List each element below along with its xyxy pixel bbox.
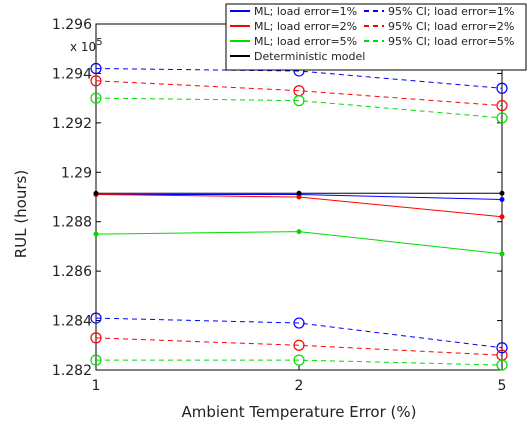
data-point — [90, 354, 102, 366]
series-9 — [93, 190, 505, 196]
y-tick-label: 1.296 — [52, 17, 92, 33]
x-axis-label: Ambient Temperature Error (%) — [181, 403, 416, 421]
data-point — [90, 332, 102, 344]
data-point — [499, 214, 505, 220]
legend-label: ML; load error=5% — [254, 35, 357, 48]
data-point — [90, 62, 102, 75]
series-8 — [90, 354, 508, 371]
legend-entry: ML; load error=5% — [230, 35, 357, 48]
data-point — [293, 339, 305, 351]
data-point — [496, 342, 508, 354]
series-line — [95, 68, 503, 89]
x-tick-label: 5 — [498, 378, 507, 394]
legend-label: ML; load error=2% — [254, 20, 357, 33]
data-point — [90, 92, 102, 104]
data-point — [93, 231, 99, 237]
x-tick-label: 2 — [295, 378, 304, 394]
data-point — [496, 359, 508, 371]
y-multiplier: x 105 — [70, 37, 103, 54]
y-tick-label: 1.294 — [52, 66, 92, 82]
legend-entry: Deterministic model — [230, 50, 365, 63]
series-line — [96, 359, 503, 366]
legend-box — [225, 3, 527, 71]
series-line — [95, 337, 503, 356]
legend-entry: 95% CI; load error=5% — [364, 35, 514, 48]
legend-label: 95% CI; load error=5% — [388, 35, 514, 48]
series-4 — [90, 75, 508, 112]
series-6 — [90, 312, 508, 354]
series-5 — [90, 92, 508, 124]
data-point — [296, 229, 302, 235]
series-layer — [90, 62, 508, 371]
legend: ML; load error=1% ML; load error=2% ML; lo… — [225, 3, 527, 71]
legend-entry: ML; load error=2% — [230, 20, 357, 33]
series-2 — [93, 229, 505, 257]
series-line — [95, 97, 503, 119]
data-point — [93, 190, 99, 196]
data-point — [293, 354, 305, 366]
data-point — [496, 82, 508, 94]
data-point — [499, 196, 505, 202]
y-tick-label: 1.292 — [52, 116, 92, 132]
y-tick-label: 1.288 — [52, 215, 92, 231]
data-point — [90, 75, 102, 87]
legend-entry: 95% CI; load error=2% — [364, 20, 514, 33]
series-line — [95, 317, 503, 349]
x-tick-label: 1 — [92, 378, 101, 394]
y-axis-ticks: 1.282 1.284 1.286 1.288 1.29 1.292 1.294 1.296 — [52, 17, 502, 379]
data-point — [293, 95, 305, 107]
data-point — [499, 190, 505, 196]
series-7 — [90, 332, 508, 361]
data-point — [496, 112, 508, 124]
legend-label: ML; load error=1% — [254, 5, 357, 18]
series-line — [95, 80, 503, 107]
legend-entry: 95% CI; load error=1% — [364, 5, 514, 18]
legend-label: Deterministic model — [254, 50, 365, 63]
data-point — [499, 251, 505, 257]
legend-label: 95% CI; load error=2% — [388, 20, 514, 33]
y-tick-label: 1.284 — [52, 314, 92, 330]
y-tick-label: 1.286 — [52, 264, 92, 280]
data-point — [293, 317, 305, 329]
legend-label: 95% CI; load error=1% — [388, 5, 514, 18]
data-point — [90, 312, 102, 324]
y-tick-label: 1.282 — [52, 363, 92, 379]
data-point — [296, 190, 302, 196]
data-point — [296, 194, 302, 200]
data-point — [496, 99, 508, 112]
y-axis-label: RUL (hours) — [12, 170, 30, 258]
legend-entry: ML; load error=1% — [230, 5, 357, 18]
y-multiplier-exponent: 5 — [96, 37, 102, 48]
y-tick-label: 1.29 — [61, 165, 92, 181]
